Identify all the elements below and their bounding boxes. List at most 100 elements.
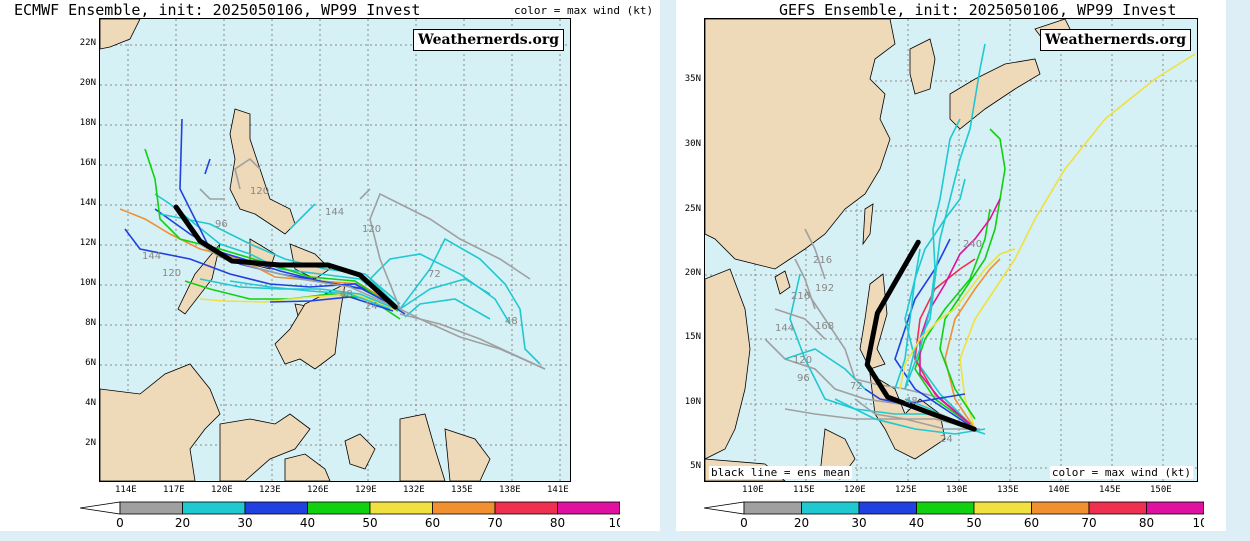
gefs-lon-tick-label: 120E <box>844 485 866 495</box>
ecmwf-track-label: 120 <box>162 268 181 279</box>
gefs-lon-tick-label: 115E <box>793 485 815 495</box>
gefs-track-label: 216 <box>791 291 810 302</box>
gefs-lat-tick-label: 25N <box>684 204 701 214</box>
gefs-lat-tick-label: 20N <box>684 268 701 278</box>
gefs-track-label: 120 <box>793 355 812 366</box>
gefs-mean-note: black line = ens mean <box>709 466 853 479</box>
ecmwf-map-canvas: 120 96 144 120 72 48 24 48 144 120 <box>100 19 570 481</box>
ecmwf-lat-tick-label: 18N <box>79 118 96 128</box>
gefs-lon-tick-label: 130E <box>946 485 968 495</box>
gefs-colorbar-label: 30 <box>851 516 866 530</box>
ecmwf-lon-tick-label: 135E <box>451 485 473 495</box>
gefs-lon-tick-label: 140E <box>1048 485 1070 495</box>
gefs-colorbar-label: 40 <box>909 516 924 530</box>
ecmwf-lat-tick-label: 22N <box>79 38 96 48</box>
gefs-colorbar-segment <box>801 501 860 515</box>
gefs-map-canvas: 216 240 192 216 144 168 120 96 72 48 24 <box>705 19 1197 481</box>
ecmwf-lat-tick-label: 2N <box>85 438 96 448</box>
ecmwf-colorbar-segment <box>557 501 620 515</box>
ecmwf-colorbar-label: 100 <box>609 516 620 530</box>
gefs-colorbar-segment <box>743 501 802 515</box>
gefs-colorbar: 0 20 30 40 50 60 70 80 100 <box>704 501 1204 530</box>
gefs-track-labels: 216 240 192 216 144 168 120 96 72 48 24 <box>775 239 982 445</box>
ecmwf-lat-tick-label: 14N <box>79 198 96 208</box>
ecmwf-colorbar-label: 20 <box>175 516 190 530</box>
ecmwf-lon-tick-label: 141E <box>547 485 569 495</box>
ecmwf-gridlines <box>100 19 570 481</box>
ecmwf-ensemble-tracks <box>119 118 546 370</box>
gefs-track-label: 96 <box>797 373 810 384</box>
gefs-brand-label: Weathernerds.org <box>1040 29 1191 51</box>
gefs-colorbar-segment <box>858 501 917 515</box>
gefs-title: GEFS Ensemble, init: 2025050106, WP99 In… <box>779 1 1177 19</box>
gefs-colorbar-label: 50 <box>966 516 981 530</box>
ecmwf-lat-tick-label: 16N <box>79 158 96 168</box>
ecmwf-track-label: 96 <box>215 219 228 230</box>
ecmwf-colorbar-segment <box>244 501 308 515</box>
gefs-panel: GEFS Ensemble, init: 2025050106, WP99 In… <box>676 0 1226 531</box>
gefs-lat-tick-label: 15N <box>684 332 701 342</box>
ecmwf-subtitle: color = max wind (kt) <box>514 4 654 17</box>
ecmwf-landmasses <box>100 19 491 481</box>
gefs-colorbar-label: 80 <box>1139 516 1154 530</box>
gefs-track-label: 48 <box>905 396 918 407</box>
gefs-colorbar-label: 20 <box>794 516 809 530</box>
gefs-colorbar-label: 60 <box>1024 516 1039 530</box>
ecmwf-lon-tick-label: 126E <box>307 485 329 495</box>
gefs-lat-tick-label: 30N <box>684 139 701 149</box>
ecmwf-colorbar-label: 80 <box>550 516 565 530</box>
ecmwf-track-label: 120 <box>250 186 269 197</box>
ecmwf-track-label: 144 <box>325 207 344 218</box>
ecmwf-track-label: 120 <box>362 224 381 235</box>
ecmwf-panel: ECMWF Ensemble, init: 2025050106, WP99 I… <box>0 0 660 531</box>
ecmwf-lon-tick-label: 138E <box>499 485 521 495</box>
ecmwf-track-label: 144 <box>142 251 161 262</box>
gefs-wind-note: color = max wind (kt) <box>1049 466 1193 479</box>
ecmwf-colorbar-label: 40 <box>300 516 315 530</box>
ecmwf-map: 120 96 144 120 72 48 24 48 144 120 Weath… <box>99 18 571 482</box>
gefs-colorbar-segment <box>1031 501 1090 515</box>
ecmwf-colorbar-segment <box>307 501 371 515</box>
gefs-lon-tick-label: 145E <box>1099 485 1121 495</box>
ecmwf-track-label: 48 <box>505 316 518 327</box>
ecmwf-track-label: 48 <box>340 289 353 300</box>
gefs-track-label: 216 <box>813 255 832 266</box>
gefs-colorbar-label: 100 <box>1193 516 1204 530</box>
ecmwf-lat-tick-label: 6N <box>85 358 96 368</box>
ecmwf-track-label: 72 <box>428 269 441 280</box>
gefs-lon-tick-label: 125E <box>895 485 917 495</box>
gefs-track-label: 192 <box>815 283 834 294</box>
ecmwf-lat-tick-label: 12N <box>79 238 96 248</box>
ecmwf-track-label: 24 <box>365 301 378 312</box>
gefs-colorbar-segment <box>704 501 745 515</box>
ecmwf-colorbar-label: 30 <box>237 516 252 530</box>
gefs-colorbar-segment <box>1088 501 1147 515</box>
ecmwf-colorbar-segment <box>494 501 558 515</box>
gefs-ensemble-mean-track <box>864 239 977 432</box>
ecmwf-colorbar-segment <box>119 501 183 515</box>
ecmwf-colorbar-segment <box>80 501 121 515</box>
gefs-track-label: 72 <box>850 381 863 392</box>
gefs-track-label: 24 <box>940 434 953 445</box>
gefs-lon-tick-label: 135E <box>997 485 1019 495</box>
ecmwf-lon-tick-label: 117E <box>163 485 185 495</box>
ecmwf-colorbar-label: 70 <box>487 516 502 530</box>
ecmwf-lon-tick-label: 123E <box>259 485 281 495</box>
gefs-colorbar-label: 70 <box>1081 516 1096 530</box>
ecmwf-colorbar-label: 0 <box>116 516 124 530</box>
ecmwf-lon-tick-label: 120E <box>211 485 233 495</box>
gefs-colorbar-segment <box>916 501 975 515</box>
ecmwf-colorbar-segment <box>182 501 246 515</box>
gefs-map: 216 240 192 216 144 168 120 96 72 48 24 … <box>704 18 1198 482</box>
ecmwf-brand-label: Weathernerds.org <box>413 29 564 51</box>
ecmwf-track-labels: 120 96 144 120 72 48 24 48 144 120 <box>142 186 518 327</box>
ecmwf-colorbar-label: 50 <box>362 516 377 530</box>
ecmwf-ensemble-mean-track <box>173 204 398 310</box>
ecmwf-lat-tick-label: 8N <box>85 318 96 328</box>
ecmwf-colorbar-segment <box>432 501 496 515</box>
gefs-lat-tick-label: 5N <box>690 461 701 471</box>
gefs-colorbar-label: 0 <box>740 516 748 530</box>
gefs-colorbar-segment <box>1146 501 1204 515</box>
ecmwf-lat-tick-label: 20N <box>79 78 96 88</box>
ecmwf-lon-tick-label: 129E <box>355 485 377 495</box>
